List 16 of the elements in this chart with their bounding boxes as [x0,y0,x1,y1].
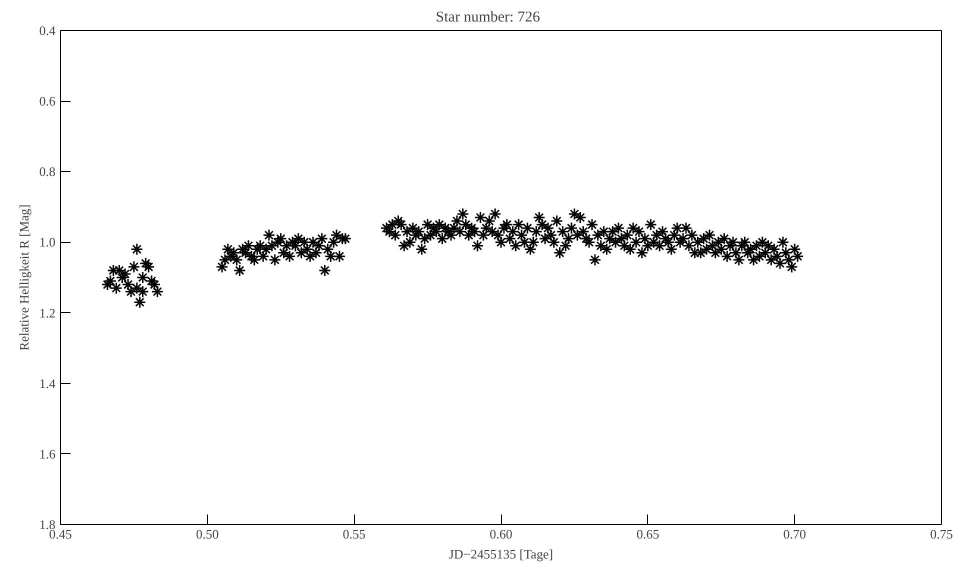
x-tick-label: 0.60 [490,526,512,542]
chart-title: Star number: 726 [436,10,540,26]
y-tick-label: 1.0 [39,234,56,250]
x-tick-label: 0.75 [930,526,953,542]
x-tick-label: 0.50 [196,526,219,542]
y-tick-label: 1.2 [39,305,56,320]
y-tick-label: 1.6 [39,446,56,462]
y-tick-label: 1.4 [39,376,56,391]
x-tick-label: 0.55 [342,526,366,542]
y-tick-label: 0.4 [39,23,56,38]
x-tick-label: 0.65 [636,526,660,542]
y-tick-label: 0.6 [39,94,56,109]
x-tick-label: 0.70 [783,526,806,542]
x-axis-title: JD−2455135 [Tage] [448,546,554,562]
y-axis-title: Relative Helligkeit R [Mag] [16,204,32,351]
y-tick-label: 0.8 [39,164,56,180]
